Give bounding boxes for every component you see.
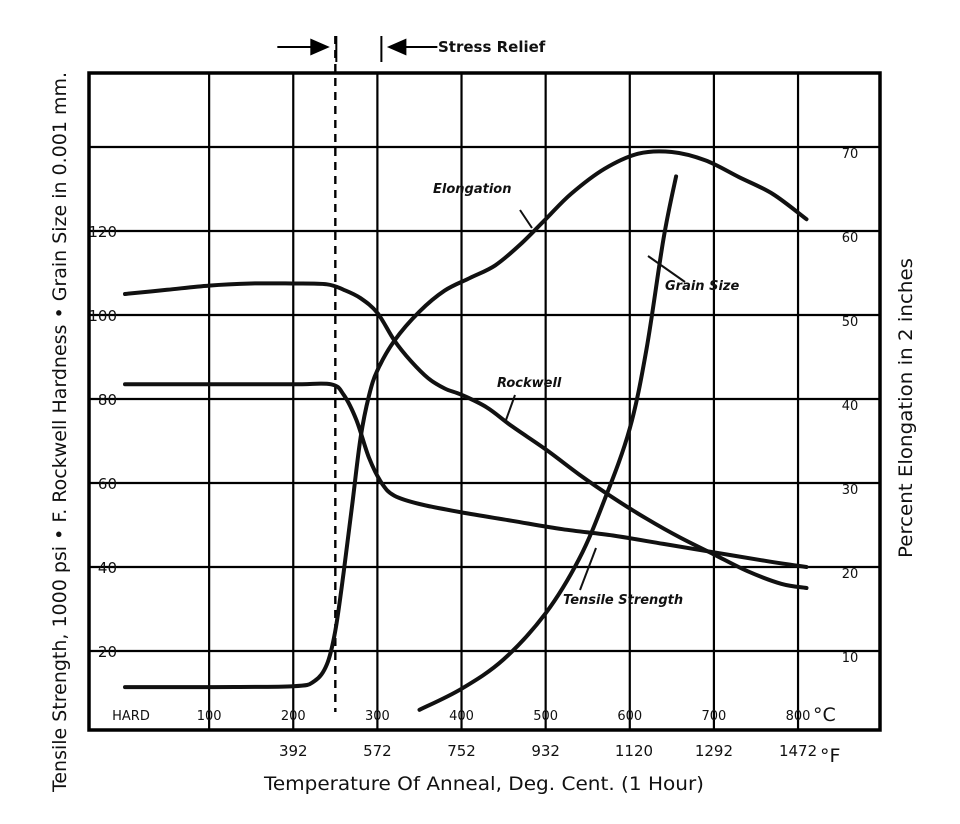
y-left-tick-100: 100 (88, 307, 117, 325)
y-right-tick-50: 50 (842, 315, 859, 330)
series-line-tensile-strength (123, 381, 809, 569)
y-left-tick-80: 80 (98, 391, 117, 409)
y-right-tick-30: 30 (842, 483, 859, 498)
x-tick-c-800: 800 (786, 709, 811, 724)
arrow-right-icon (277, 38, 330, 56)
x-unit-celsius: °C (813, 704, 836, 726)
y-right-tick-20: 20 (842, 567, 859, 582)
x-tick-f-932: 932 (531, 742, 560, 760)
y-left-tick-40: 40 (98, 559, 117, 577)
left-axis-ticks: 20 40 60 80 100 120 (88, 223, 117, 661)
leader-rockwell (505, 394, 516, 421)
series-line-elongation (123, 149, 809, 690)
series-label-rockwell: Rockwell (497, 376, 562, 391)
series-line-grain-size (417, 174, 679, 712)
x-tick-c-200: 200 (281, 709, 306, 724)
series-line-rockwell (123, 281, 809, 590)
y-left-tick-20: 20 (98, 643, 117, 661)
horizontal-gridlines (89, 145, 880, 653)
x-axis-label: Temperature Of Anneal, Deg. Cent. (1 Hou… (263, 773, 704, 795)
stress-relief-marker: Stress Relief (277, 36, 546, 62)
y-right-tick-40: 40 (842, 399, 859, 414)
fahrenheit-axis-ticks: 392 572 752 932 1120 1292 1472 (279, 742, 817, 760)
series-label-elongation: Elongation (433, 182, 511, 197)
x-unit-fahrenheit: °F (820, 745, 840, 767)
y-right-tick-70: 70 (842, 147, 859, 162)
x-tick-c-700: 700 (701, 709, 726, 724)
annotation-leaders (505, 209, 686, 591)
x-tick-c-300: 300 (365, 709, 390, 724)
x-tick-f-752: 752 (447, 742, 476, 760)
x-tick-f-572: 572 (363, 742, 392, 760)
plot-frame (87, 71, 882, 732)
x-tick-c-100: 100 (197, 709, 222, 724)
leader-tensile-strength (579, 547, 597, 591)
arrow-left-icon (386, 38, 438, 56)
curves (123, 149, 809, 712)
y-axis-label-left: Tensile Strength, 1000 psi • F. Rockwell… (49, 72, 71, 793)
leader-grain-size (647, 255, 686, 283)
x-tick-f-1472: 1472 (779, 742, 817, 760)
vertical-gridlines (208, 73, 800, 730)
x-tick-c-hard: HARD (112, 709, 150, 724)
y-right-tick-10: 10 (842, 651, 859, 666)
series-label-grain-size: Grain Size (665, 279, 739, 294)
y-axis-label-right: Percent Elongation in 2 inches (895, 258, 917, 558)
x-tick-f-392: 392 (279, 742, 308, 760)
x-tick-c-600: 600 (617, 709, 642, 724)
celsius-axis-ticks: HARD 100 200 300 400 500 600 700 800 (112, 709, 810, 724)
y-left-tick-60: 60 (98, 475, 117, 493)
x-tick-c-400: 400 (449, 709, 474, 724)
leader-elongation (519, 209, 533, 229)
series-label-tensile-strength: Tensile Strength (563, 593, 683, 608)
y-left-tick-120: 120 (88, 223, 117, 241)
x-tick-f-1292: 1292 (695, 742, 733, 760)
series-labels: Elongation Rockwell Tensile Strength Grain … (433, 182, 739, 608)
right-axis-ticks: 10 20 30 40 50 60 70 (842, 147, 859, 666)
x-tick-c-500: 500 (533, 709, 558, 724)
stress-relief-label: Stress Relief (438, 38, 546, 56)
x-tick-f-1120: 1120 (615, 742, 653, 760)
y-right-tick-60: 60 (842, 231, 859, 246)
